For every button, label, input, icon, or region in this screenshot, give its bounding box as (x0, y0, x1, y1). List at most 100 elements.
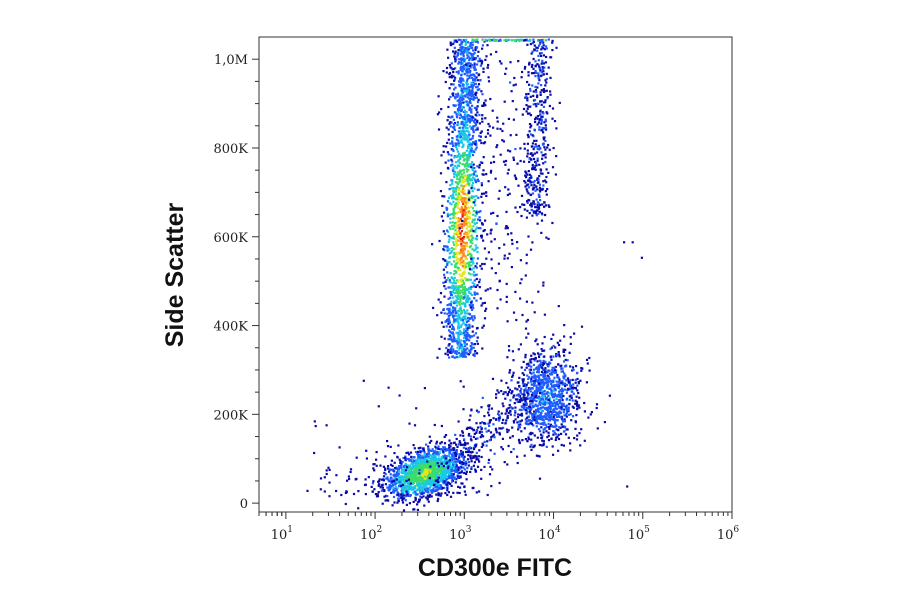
event-dot (527, 332, 530, 335)
event-dot (475, 234, 479, 238)
event-dot (561, 380, 564, 384)
event-dot (420, 487, 423, 490)
event-dot (462, 202, 465, 205)
event-dot (560, 395, 563, 398)
event-dot (462, 322, 465, 325)
event-dot (439, 494, 442, 497)
event-dot (474, 174, 477, 177)
event-dot (555, 353, 558, 356)
event-dot (537, 428, 541, 431)
event-dot (463, 485, 466, 488)
event-dot (538, 163, 541, 166)
event-dot (449, 66, 452, 69)
event-dot (457, 323, 460, 326)
event-dot (420, 469, 423, 472)
event-dot (468, 182, 471, 185)
event-dot (535, 425, 538, 428)
event-dot (525, 383, 528, 386)
event-dot (403, 476, 406, 479)
event-dot (472, 78, 475, 81)
event-dot (453, 232, 456, 235)
event-dot (545, 445, 548, 448)
event-dot (562, 402, 565, 405)
event-dot (420, 483, 423, 486)
event-dot (551, 370, 554, 373)
event-dot (478, 166, 481, 169)
event-dot (445, 206, 448, 209)
event-dot (409, 459, 412, 462)
event-dot (422, 459, 426, 462)
event-dot (463, 286, 466, 289)
event-dot (454, 307, 457, 310)
event-dot (466, 335, 469, 338)
event-dot (457, 198, 460, 201)
event-dot (429, 467, 432, 470)
event-dot (460, 69, 464, 72)
event-dot (453, 292, 456, 295)
event-dot (421, 489, 424, 492)
event-dot (459, 299, 462, 303)
event-dot (463, 163, 466, 166)
event-dot (459, 233, 462, 236)
event-dot (466, 54, 469, 57)
event-dot (566, 377, 570, 380)
event-dot (446, 459, 449, 462)
event-dot (545, 193, 548, 196)
event-dot (476, 336, 479, 339)
event-dot (575, 365, 578, 368)
event-dot (440, 476, 443, 480)
event-dot (550, 382, 553, 386)
event-dot (448, 98, 451, 101)
event-dot (536, 368, 539, 371)
event-dot (454, 144, 458, 147)
event-dot (544, 397, 548, 400)
event-dot (460, 451, 463, 454)
event-dot (549, 403, 552, 406)
event-dot (452, 71, 455, 74)
event-dot (436, 482, 439, 485)
event-dot (549, 347, 552, 351)
event-dot (535, 387, 539, 390)
event-dot (530, 377, 533, 380)
event-dot (459, 223, 462, 226)
event-dot (429, 449, 432, 452)
event-dot (470, 119, 473, 122)
event-dot (408, 474, 411, 477)
event-dot (468, 71, 471, 74)
event-dot (534, 206, 537, 209)
event-dot (472, 273, 475, 276)
event-dot (419, 460, 422, 463)
event-dot (455, 355, 458, 358)
event-dot (478, 122, 481, 125)
event-dot (469, 74, 472, 77)
event-dot (535, 90, 538, 94)
event-dot (454, 224, 458, 227)
event-dot (440, 478, 443, 481)
event-dot (437, 447, 440, 450)
event-dot (427, 495, 430, 498)
event-dot (429, 454, 432, 457)
event-dot (443, 285, 446, 288)
event-dot (542, 380, 545, 383)
event-dot (563, 382, 566, 385)
event-dot (400, 482, 403, 486)
event-dot (538, 195, 541, 198)
event-dot (537, 364, 540, 367)
event-dot (381, 478, 384, 481)
event-dot (467, 93, 470, 96)
event-dot (472, 84, 475, 87)
event-dot (463, 468, 466, 471)
event-dot (538, 42, 542, 45)
event-dot (409, 475, 412, 479)
event-dot (459, 297, 462, 301)
event-dot (424, 469, 427, 472)
event-dot (527, 105, 530, 108)
event-dot (463, 318, 466, 321)
event-dot (382, 465, 385, 468)
event-dot (553, 120, 557, 123)
event-dot (546, 96, 549, 99)
event-dot (543, 421, 546, 424)
event-dot (470, 308, 474, 311)
event-dot (431, 472, 434, 475)
event-dot (450, 480, 454, 483)
